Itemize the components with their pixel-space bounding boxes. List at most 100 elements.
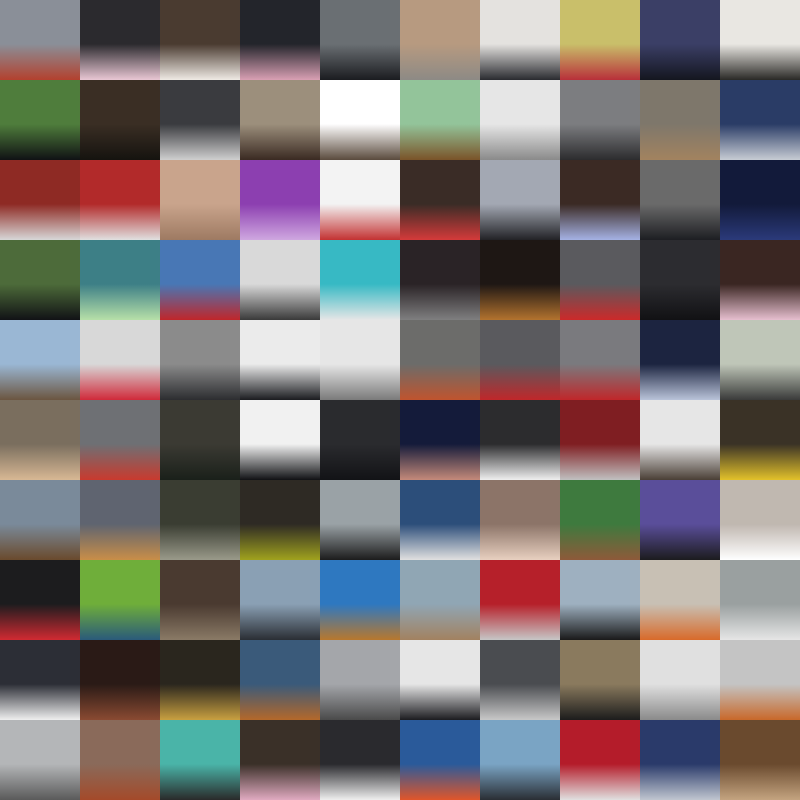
photo-tile-subject-tone: [240, 444, 320, 480]
photo-tile-subject-tone: [80, 604, 160, 640]
photo-tile-car: [320, 640, 400, 720]
photo-tile-subject-tone: [560, 204, 640, 240]
photo-tile-subject-tone: [160, 44, 240, 80]
photo-tile-other: [720, 480, 800, 560]
photo-tile-car: [560, 80, 640, 160]
photo-tile-car: [560, 240, 640, 320]
photo-tile-suit: [720, 400, 800, 480]
photo-tile-subject-tone: [240, 44, 320, 80]
photo-tile-subject-tone: [560, 524, 640, 560]
photo-tile-subject-tone: [720, 524, 800, 560]
photo-tile-subject-tone: [80, 524, 160, 560]
photo-tile-dog: [160, 160, 240, 240]
photo-tile-dog: [560, 480, 640, 560]
photo-tile-subject-tone: [400, 364, 480, 400]
photo-tile-subject-tone: [0, 764, 80, 800]
photo-tile-dog: [400, 80, 480, 160]
photo-tile-subject-tone: [240, 364, 320, 400]
photo-tile-subject-tone: [560, 44, 640, 80]
photo-tile-subject-tone: [480, 204, 560, 240]
photo-tile-dog: [240, 640, 320, 720]
photo-tile-suit: [0, 560, 80, 640]
photo-tile-insect: [720, 0, 800, 80]
photo-tile-other: [80, 640, 160, 720]
photo-tile-subject-tone: [160, 444, 240, 480]
photo-tile-subject-tone: [720, 284, 800, 320]
photo-tile-subject-tone: [80, 44, 160, 80]
photo-tile-car: [640, 320, 720, 400]
photo-tile-subject-tone: [320, 604, 400, 640]
photo-tile-car: [480, 560, 560, 640]
photo-tile-subject-tone: [640, 44, 720, 80]
photo-tile-boat: [400, 720, 480, 800]
photo-tile-dog: [160, 560, 240, 640]
photo-tile-suit: [160, 640, 240, 720]
photo-tile-subject-tone: [400, 684, 480, 720]
photo-tile-suit: [80, 0, 160, 80]
photo-tile-other: [480, 240, 560, 320]
photo-tile-subject-tone: [640, 124, 720, 160]
photo-tile-subject-tone: [0, 684, 80, 720]
photo-tile-subject-tone: [720, 364, 800, 400]
photo-tile-subject-tone: [720, 764, 800, 800]
photo-tile-mask: [640, 480, 720, 560]
photo-tile-other: [160, 240, 240, 320]
photo-tile-dog: [640, 400, 720, 480]
photo-tile-suit: [400, 0, 480, 80]
photo-tile-car: [640, 720, 720, 800]
photo-tile-boat: [80, 400, 160, 480]
photo-tile-car: [480, 640, 560, 720]
photo-tile-subject-tone: [0, 284, 80, 320]
photo-tile-boat: [480, 720, 560, 800]
photo-tile-subject-tone: [640, 604, 720, 640]
photo-tile-bird: [560, 640, 640, 720]
photo-tile-subject-tone: [160, 524, 240, 560]
photo-tile-child: [0, 400, 80, 480]
photo-tile-dog: [720, 720, 800, 800]
photo-tile-car: [720, 320, 800, 400]
photo-tile-subject-tone: [160, 124, 240, 160]
photo-tile-subject-tone: [560, 444, 640, 480]
photo-tile-subject-tone: [400, 204, 480, 240]
photo-tile-subject-tone: [720, 684, 800, 720]
photo-tile-dog: [320, 560, 400, 640]
photo-tile-suit: [480, 0, 560, 80]
photo-tile-subject-tone: [320, 364, 400, 400]
photo-tile-car: [160, 80, 240, 160]
photo-tile-boat: [0, 0, 80, 80]
photo-tile-suit: [400, 240, 480, 320]
photo-tile-subject-tone: [480, 524, 560, 560]
photo-tile-subject-tone: [640, 364, 720, 400]
photo-tile-car: [80, 160, 160, 240]
photo-tile-subject-tone: [640, 684, 720, 720]
photo-tile-subject-tone: [0, 44, 80, 80]
photo-tile-suit: [80, 320, 160, 400]
photo-tile-subject-tone: [320, 204, 400, 240]
photo-tile-car: [480, 80, 560, 160]
photo-tile-subject-tone: [80, 764, 160, 800]
photo-tile-subject-tone: [240, 604, 320, 640]
photo-tile-subject-tone: [400, 124, 480, 160]
photo-tile-subject-tone: [240, 764, 320, 800]
photo-tile-suit: [240, 320, 320, 400]
photo-tile-child: [480, 480, 560, 560]
photo-tile-suit: [400, 320, 480, 400]
photo-tile-subject-tone: [320, 684, 400, 720]
photo-tile-subject-tone: [560, 684, 640, 720]
photo-tile-subject-tone: [80, 684, 160, 720]
photo-tile-dog: [640, 80, 720, 160]
photo-tile-suit: [240, 400, 320, 480]
photo-tile-suit: [160, 320, 240, 400]
photo-tile-dog: [400, 400, 480, 480]
photo-tile-subject-tone: [640, 284, 720, 320]
photo-tile-subject-tone: [640, 204, 720, 240]
photo-tile-car: [160, 720, 240, 800]
photo-tile-suit: [640, 160, 720, 240]
photo-tile-subject-tone: [480, 284, 560, 320]
photo-tile-car: [0, 160, 80, 240]
photo-tile-car: [0, 720, 80, 800]
photo-tile-subject-tone: [240, 124, 320, 160]
photo-tile-subject-tone: [80, 444, 160, 480]
photo-tile-subject-tone: [560, 364, 640, 400]
photo-tile-subject-tone: [160, 364, 240, 400]
